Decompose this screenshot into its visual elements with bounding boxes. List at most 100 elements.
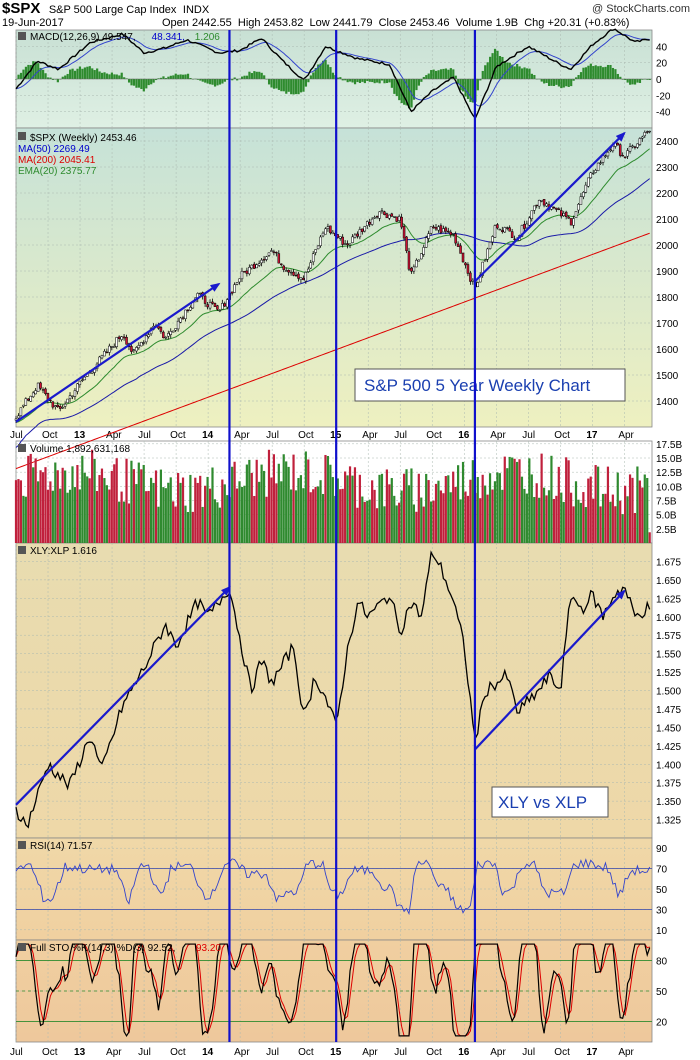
y-tick-label: 90 bbox=[656, 844, 668, 855]
price-candle bbox=[380, 210, 384, 212]
volume-bar bbox=[34, 458, 37, 543]
price-candle bbox=[41, 389, 45, 391]
macd-histogram-bar bbox=[503, 60, 506, 79]
macd-histogram-bar bbox=[100, 72, 104, 79]
time-tick-label: Jul bbox=[522, 430, 535, 441]
macd-histogram-bar bbox=[250, 73, 253, 79]
volume-bar bbox=[287, 466, 290, 543]
sto-d-line bbox=[15, 943, 650, 1037]
macd-histogram-bar bbox=[614, 69, 617, 79]
volume-bar bbox=[498, 473, 501, 543]
price-candle bbox=[412, 266, 416, 272]
price-candle bbox=[108, 345, 111, 353]
macd-histogram-bar bbox=[83, 67, 86, 79]
price-candle bbox=[574, 211, 578, 218]
trend-arrow bbox=[15, 282, 221, 423]
price-candle bbox=[410, 267, 413, 272]
price-candle bbox=[564, 211, 568, 218]
volume-bar bbox=[538, 497, 541, 543]
macd-histogram-bar bbox=[157, 78, 160, 79]
macd-histogram-bar bbox=[589, 63, 592, 79]
volume-bar bbox=[344, 471, 347, 543]
macd-histogram-bar bbox=[540, 79, 543, 82]
macd-histogram-bar bbox=[312, 72, 315, 79]
price-candle bbox=[437, 226, 440, 231]
volume-bar bbox=[66, 492, 69, 543]
price-candle bbox=[76, 383, 79, 392]
price-candle bbox=[307, 268, 310, 272]
time-tick-label: Oct bbox=[426, 430, 442, 441]
price-candle bbox=[402, 226, 406, 239]
volume-bar bbox=[113, 464, 116, 543]
macd-histogram-bar bbox=[275, 79, 278, 89]
macd-histogram-bar bbox=[626, 79, 629, 83]
volume-bar bbox=[235, 488, 239, 543]
price-candle bbox=[324, 228, 327, 235]
macd-histogram-bar bbox=[592, 66, 595, 79]
ratio-annotation-text: XLY vs XLP bbox=[498, 793, 587, 812]
price-candle bbox=[122, 336, 126, 339]
price-candle bbox=[370, 218, 374, 225]
time-tick-label: Apr bbox=[490, 1047, 506, 1058]
rsi-legend-marker bbox=[18, 841, 26, 849]
macd-histogram-bar bbox=[373, 79, 376, 84]
macd-histogram-bar bbox=[501, 56, 504, 79]
low-value: 2441.79 bbox=[332, 17, 373, 29]
price-candle bbox=[424, 237, 428, 248]
price-candle bbox=[275, 251, 278, 254]
price-candle bbox=[540, 200, 543, 202]
volume-bar bbox=[307, 459, 310, 543]
volume-bar bbox=[329, 464, 332, 543]
volume-bar bbox=[41, 472, 45, 543]
volume-bar bbox=[621, 514, 624, 543]
macd-histogram-bar bbox=[44, 73, 47, 79]
y-tick-label: 2200 bbox=[656, 189, 679, 200]
volume-bar bbox=[24, 496, 27, 543]
volume-bar bbox=[619, 500, 622, 543]
volume-bar bbox=[402, 473, 406, 543]
volume-bar bbox=[415, 511, 418, 543]
volume-bar bbox=[108, 489, 111, 543]
price-candle bbox=[623, 156, 627, 158]
price-candle bbox=[604, 155, 607, 157]
price-candle bbox=[346, 243, 349, 246]
time-tick-label: 14 bbox=[202, 430, 214, 441]
price-candle bbox=[125, 337, 128, 345]
price-candle bbox=[587, 177, 590, 187]
y-tick-label: 1.325 bbox=[656, 816, 681, 827]
macd-histogram-bar bbox=[452, 69, 455, 79]
price-candle bbox=[493, 225, 497, 238]
price-candle bbox=[542, 199, 546, 206]
volume-bar bbox=[317, 486, 320, 543]
price-candle bbox=[117, 336, 121, 339]
price-candle bbox=[213, 303, 217, 307]
y-tick-label: 1900 bbox=[656, 267, 679, 278]
price-candle bbox=[420, 253, 423, 260]
volume-bar bbox=[292, 454, 295, 543]
price-candle bbox=[255, 264, 258, 269]
price-candle bbox=[223, 303, 227, 307]
y-tick-label: 2400 bbox=[656, 137, 679, 148]
time-tick-label: Apr bbox=[234, 1047, 250, 1058]
macd-histogram-bar bbox=[545, 79, 548, 83]
price-candle bbox=[392, 216, 396, 218]
close-label: Close bbox=[378, 17, 407, 29]
volume-bar bbox=[120, 491, 123, 543]
price-candle bbox=[19, 407, 23, 416]
price-candle bbox=[164, 337, 168, 339]
macd-histogram-bar bbox=[113, 74, 116, 79]
volume-bar bbox=[609, 501, 612, 543]
low-label: Low bbox=[309, 17, 330, 29]
ratio-legend-text: XLY:XLP 1.616 bbox=[30, 546, 97, 557]
macd-histogram-bar bbox=[81, 68, 84, 79]
macd-histogram-bar bbox=[319, 63, 322, 79]
macd-histogram-bar bbox=[606, 64, 610, 79]
macd-histogram-bar bbox=[464, 79, 467, 97]
volume-bar bbox=[398, 502, 401, 543]
y-tick-label: 17.5B bbox=[656, 440, 682, 451]
volume-bar bbox=[149, 477, 153, 543]
macd-histogram-bar bbox=[322, 60, 325, 79]
volume-bar bbox=[493, 481, 497, 543]
volume-bar bbox=[643, 474, 646, 543]
volume-bar bbox=[633, 513, 637, 543]
